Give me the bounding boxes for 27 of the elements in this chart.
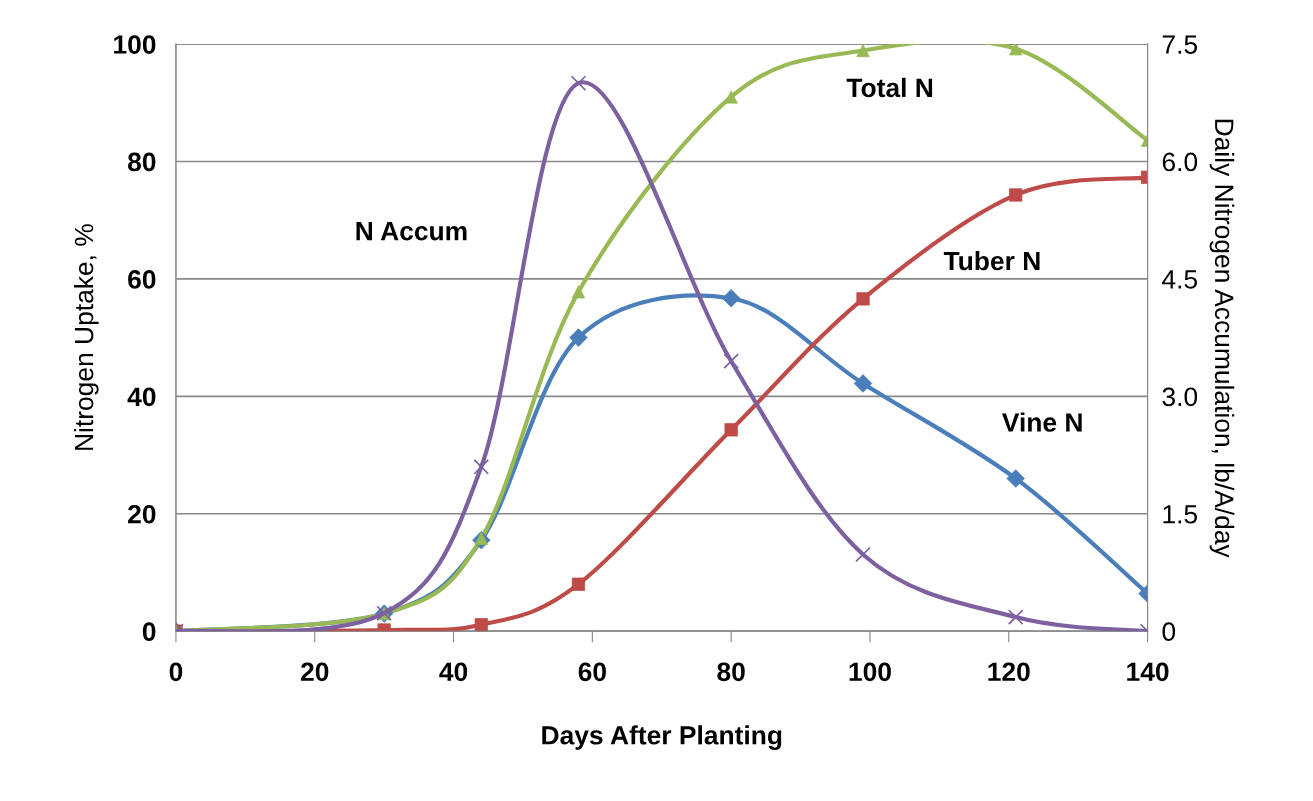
series-label: Tuber N [943,250,1040,271]
y2-tick-label: 3.0 [1162,387,1198,407]
series-label: Total N [846,77,933,98]
y-tick-label: 20 [128,504,156,524]
y-tick-label: 0 [142,622,156,642]
y2-tick-label: 1.5 [1163,505,1198,524]
x-tick-label: 100 [849,662,891,682]
y2-tick-label: 7.5 [1162,35,1198,54]
y-tick-label: 80 [127,152,156,172]
y-tick-label: 60 [128,270,156,289]
y-tick-label: 100 [114,35,156,54]
x-axis-title: Days After Planting [542,725,782,750]
x-tick-label: 0 [169,662,183,682]
text: N Accum [356,222,467,241]
y2-tick-label: 6.0 [1162,152,1198,172]
y2-tick-label: 0 [1162,622,1176,642]
y2-tick-label: 4.5 [1162,270,1198,289]
y-axis-title: Nitrogen Uptake, % [73,224,99,450]
y2-axis-title: Daily Nitrogen Accumulation, lb/A/day [1209,119,1235,558]
x-tick-label: 80 [717,662,745,682]
x-tick-label: 20 [300,662,329,682]
x-tick-label: 40 [439,662,468,682]
y-tick-label: 40 [127,387,156,407]
x-tick-label: 60 [578,662,606,682]
x-tick-label: 140 [1127,662,1169,682]
x-tick-label: 120 [988,662,1030,682]
series-label: Vine N [1002,412,1082,432]
